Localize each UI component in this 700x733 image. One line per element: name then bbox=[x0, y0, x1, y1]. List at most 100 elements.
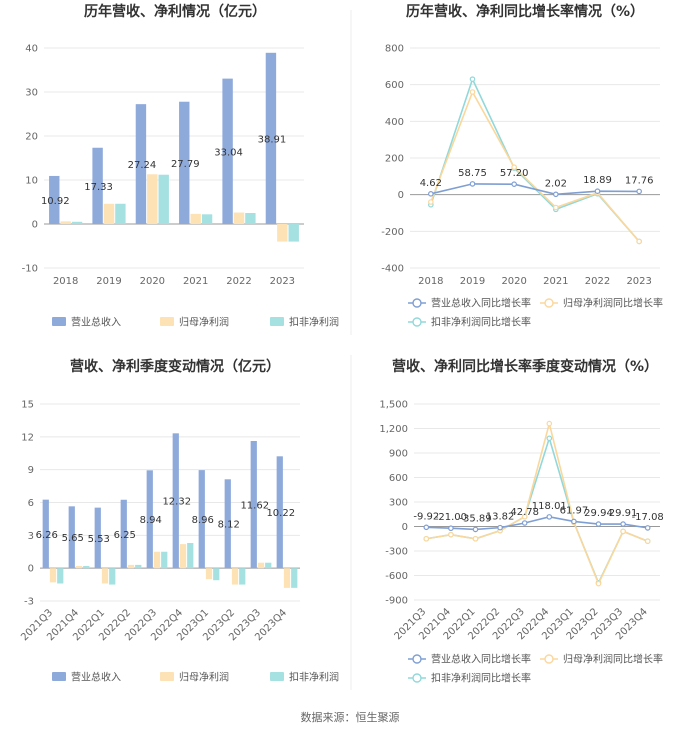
legend-label: 营业总收入 bbox=[71, 316, 121, 329]
bar bbox=[265, 52, 277, 224]
x-tick-label: 2019 bbox=[460, 276, 485, 287]
y-tick-label: -600 bbox=[385, 571, 408, 582]
series-line bbox=[426, 516, 648, 531]
bar bbox=[135, 564, 142, 569]
series-point bbox=[644, 525, 651, 531]
series-point bbox=[620, 528, 626, 535]
bar-data-label: 27.79 bbox=[171, 159, 200, 170]
bar bbox=[71, 221, 83, 224]
legend-label: 营业总收入 bbox=[71, 671, 121, 684]
series-point bbox=[469, 76, 476, 82]
series-point bbox=[546, 420, 553, 427]
bar bbox=[265, 562, 272, 569]
line-data-label: -35.89 bbox=[459, 513, 491, 524]
x-tick-label: 2023 bbox=[270, 276, 295, 287]
bar-data-label: 6.26 bbox=[36, 530, 58, 541]
series-line bbox=[430, 90, 640, 242]
bar bbox=[179, 101, 190, 224]
bar-data-label: 8.94 bbox=[140, 515, 162, 526]
series-point bbox=[511, 164, 517, 170]
y-tick-label: 900 bbox=[389, 449, 408, 460]
bar bbox=[75, 565, 83, 569]
series-point bbox=[546, 514, 553, 520]
x-tick-label: 2023 bbox=[626, 276, 651, 287]
y-tick-label: -10 bbox=[22, 264, 38, 275]
bar bbox=[94, 507, 101, 569]
legend-marker bbox=[412, 654, 422, 664]
series-point bbox=[553, 204, 559, 211]
series-point bbox=[595, 521, 602, 527]
y-tick-label: 3 bbox=[28, 531, 34, 542]
y-tick-label: 0 bbox=[32, 220, 38, 231]
series-point bbox=[497, 524, 503, 531]
line-data-label: 2.02 bbox=[545, 178, 567, 189]
series-point bbox=[636, 188, 642, 195]
legend-label: 扣非净利润同比增长率 bbox=[431, 316, 531, 329]
legend-marker bbox=[544, 298, 554, 308]
series-point bbox=[595, 580, 602, 587]
legend-marker bbox=[412, 298, 422, 308]
line-data-label: 13.82 bbox=[486, 512, 515, 523]
bar bbox=[68, 506, 75, 569]
line-data-label: 118.01 bbox=[532, 501, 567, 512]
legend-marker bbox=[544, 654, 554, 664]
line-data-label: 18.89 bbox=[583, 175, 612, 186]
chart-title: 营收、净利季度变动情况（亿元） bbox=[70, 358, 280, 375]
bar bbox=[158, 174, 169, 224]
bar bbox=[115, 203, 126, 224]
quarterly-revenue-profit-chart: 营收、净利季度变动情况（亿元）-3036912152021Q32021Q4202… bbox=[19, 358, 339, 684]
bar-data-label: 10.22 bbox=[266, 508, 295, 519]
bar-data-label: 5.65 bbox=[62, 533, 84, 544]
x-tick-label: 2020 bbox=[140, 276, 165, 287]
y-tick-label: 400 bbox=[385, 117, 404, 128]
y-tick-label: -200 bbox=[381, 227, 404, 238]
bar bbox=[283, 568, 291, 588]
series-line bbox=[426, 423, 648, 586]
y-tick-label: 10 bbox=[25, 176, 38, 187]
bar bbox=[109, 568, 116, 585]
series-point bbox=[644, 538, 651, 545]
bar bbox=[198, 470, 205, 569]
y-tick-label: 30 bbox=[25, 88, 38, 99]
annual-growth-rate-chart: 历年营收、净利同比增长率情况（%） -400 -200 0 200 400 600 800 20… bbox=[381, 3, 663, 329]
annual-revenue-profit-chart: 历年营收、净利情况（亿元） -10 0 10 20 30 40 2018 2019 2020 202… bbox=[22, 3, 339, 329]
x-tick-label: 2020 bbox=[501, 276, 526, 287]
bar bbox=[213, 568, 220, 581]
y-tick-label: -3 bbox=[24, 597, 34, 608]
series-point bbox=[423, 535, 430, 542]
line-data-label: -21.00 bbox=[435, 512, 467, 523]
series-point bbox=[469, 89, 476, 95]
series-point bbox=[472, 526, 479, 533]
series-line bbox=[430, 77, 640, 242]
bar bbox=[190, 213, 201, 224]
bar-data-label: 12.32 bbox=[162, 497, 191, 508]
bar-data-label: 11.62 bbox=[240, 501, 269, 512]
line-data-label: 61.97 bbox=[560, 505, 589, 516]
line-data-label: 42.78 bbox=[510, 507, 539, 518]
series-point bbox=[571, 518, 577, 525]
series-point bbox=[428, 199, 434, 205]
y-tick-label: 0 bbox=[398, 190, 404, 201]
series-point bbox=[428, 191, 434, 197]
bar bbox=[42, 499, 49, 569]
legend-marker bbox=[412, 673, 422, 683]
legend-label: 归母净利润 bbox=[179, 316, 229, 329]
x-tick-label: 2018 bbox=[418, 276, 443, 287]
x-tick-label: 2019 bbox=[96, 276, 121, 287]
legend-label: 归母净利润同比增长率 bbox=[563, 653, 663, 666]
line-data-label: 17.76 bbox=[625, 175, 654, 186]
series-point bbox=[448, 531, 454, 538]
bar-data-label: 27.24 bbox=[128, 160, 157, 171]
chart-title: 历年营收、净利同比增长率情况（%） bbox=[406, 3, 644, 20]
legend-swatch bbox=[52, 672, 66, 681]
bar bbox=[83, 565, 90, 569]
x-tick-label: 2021 bbox=[183, 276, 208, 287]
bar bbox=[120, 499, 127, 569]
bar-data-label: 8.12 bbox=[218, 520, 240, 531]
y-tick-label: 600 bbox=[389, 473, 408, 484]
bar bbox=[231, 568, 239, 585]
legend-swatch bbox=[270, 317, 284, 326]
quarterly-growth-rate-chart: 营收、净利同比增长率季度变动情况（%） -900 -600 -300 0 300 600 90… bbox=[379, 358, 663, 685]
series-point bbox=[594, 188, 601, 195]
